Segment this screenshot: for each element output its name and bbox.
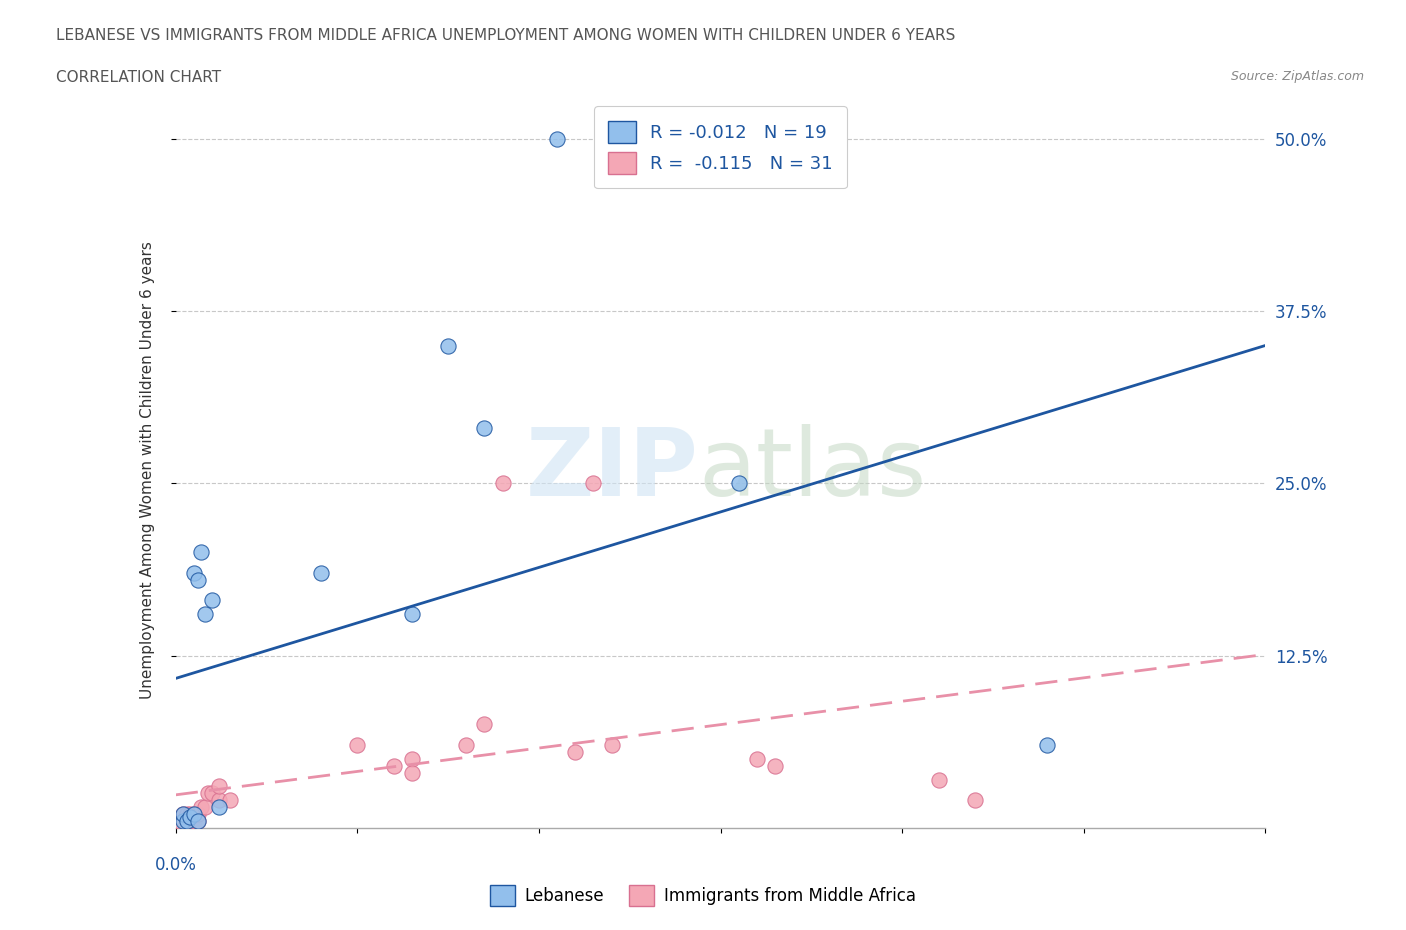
Point	[564, 745, 586, 760]
Point	[172, 806, 194, 821]
Point	[963, 792, 986, 807]
Point	[169, 814, 191, 829]
Point	[208, 800, 231, 815]
Point	[401, 765, 423, 780]
Point	[183, 814, 205, 829]
Point	[600, 737, 623, 752]
Point	[727, 476, 749, 491]
Point	[172, 806, 194, 821]
Point	[928, 772, 950, 787]
Point	[219, 792, 242, 807]
Point	[179, 809, 201, 824]
Legend: Lebanese, Immigrants from Middle Africa: Lebanese, Immigrants from Middle Africa	[484, 879, 922, 912]
Text: Source: ZipAtlas.com: Source: ZipAtlas.com	[1230, 70, 1364, 83]
Point	[201, 593, 224, 608]
Text: ZIP: ZIP	[526, 424, 699, 515]
Point	[183, 565, 205, 580]
Point	[190, 545, 212, 560]
Point	[1036, 737, 1059, 752]
Point	[183, 806, 205, 821]
Point	[401, 751, 423, 766]
Point	[437, 339, 460, 353]
Point	[582, 476, 605, 491]
Point	[456, 737, 478, 752]
Point	[190, 800, 212, 815]
Point	[208, 792, 231, 807]
Point	[176, 814, 198, 829]
Legend: R = -0.012   N = 19, R =  -0.115   N = 31: R = -0.012 N = 19, R = -0.115 N = 31	[595, 106, 846, 188]
Point	[186, 806, 209, 821]
Point	[346, 737, 368, 752]
Point	[201, 786, 224, 801]
Point	[194, 606, 217, 621]
Text: atlas: atlas	[699, 424, 927, 515]
Point	[382, 758, 405, 773]
Point	[309, 565, 332, 580]
Point	[546, 132, 568, 147]
Point	[179, 814, 201, 829]
Point	[183, 806, 205, 821]
Y-axis label: Unemployment Among Women with Children Under 6 years: Unemployment Among Women with Children U…	[141, 241, 155, 698]
Point	[474, 717, 496, 732]
Point	[176, 806, 198, 821]
Point	[474, 421, 496, 436]
Text: LEBANESE VS IMMIGRANTS FROM MIDDLE AFRICA UNEMPLOYMENT AMONG WOMEN WITH CHILDREN: LEBANESE VS IMMIGRANTS FROM MIDDLE AFRIC…	[56, 28, 956, 43]
Point	[176, 814, 198, 829]
Text: CORRELATION CHART: CORRELATION CHART	[56, 70, 221, 85]
Point	[745, 751, 768, 766]
Point	[186, 814, 209, 829]
Point	[208, 779, 231, 794]
Point	[186, 572, 209, 587]
Point	[194, 800, 217, 815]
Point	[179, 806, 201, 821]
Point	[401, 606, 423, 621]
Point	[172, 814, 194, 829]
Text: 0.0%: 0.0%	[155, 857, 197, 874]
Point	[197, 786, 219, 801]
Point	[763, 758, 786, 773]
Point	[492, 476, 515, 491]
Point	[186, 814, 209, 829]
